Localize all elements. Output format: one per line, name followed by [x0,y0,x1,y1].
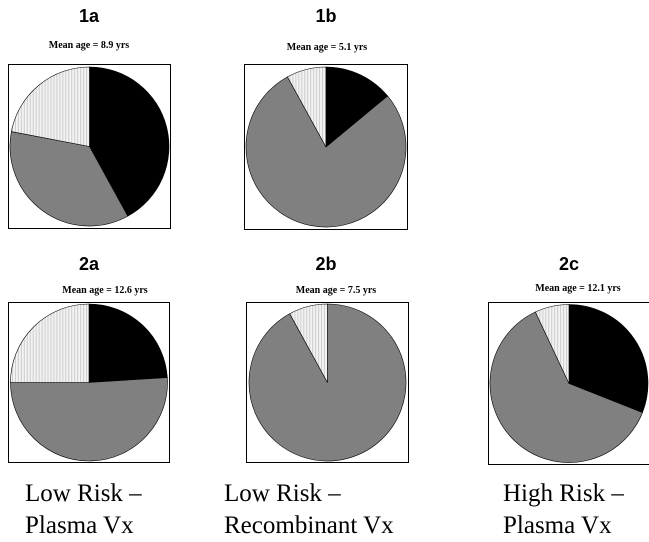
pie-slice-gray [245,76,407,228]
panel-2c-label: 2c [558,254,580,274]
group-label-line2: Recombinant Vx [224,512,394,539]
panel-2a-subtitle: Mean age = 12.6 yrs [62,285,148,296]
pie-slice-light [289,303,328,383]
pie-slice-gray [9,131,129,227]
pie-slice-black [88,303,168,383]
pie-2c-svg [489,304,649,463]
pie-slice-light [287,66,327,148]
group-label-line2: Plasma Vx [25,512,134,539]
pie-2a-svg [10,303,168,462]
panel-2c-subtitle: Mean age = 12.1 yrs [535,283,621,294]
group-label-line1: Low Risk – [224,480,341,507]
pie-1b-svg [245,66,407,228]
group-label-high-risk-plasma: High Risk – Plasma Vx [503,478,624,542]
pie-slice-gray [489,311,643,463]
group-label-low-risk-recombinant: Low Risk – Recombinant Vx [224,478,394,542]
pie-slice-light [10,303,90,383]
panel-1b-chart [244,64,408,230]
panel-1b-subtitle: Mean age = 5.1 yrs [286,42,368,53]
group-label-line1: High Risk – [503,480,624,507]
panel-1b-label: 1b [315,6,337,26]
panel-1a-chart [8,64,171,229]
group-label-low-risk-plasma: Low Risk – Plasma Vx [25,478,142,542]
panel-1a-label: 1a [78,6,100,26]
pie-slice-light [11,66,90,147]
pie-2b-svg [248,303,407,462]
pie-slice-black [325,66,389,148]
panel-2b-chart [246,302,409,463]
panel-2a-label: 2a [78,254,100,274]
panel-2a-chart [8,302,170,463]
pie-slice-black [568,304,649,413]
panel-1a-subtitle: Mean age = 8.9 yrs [48,40,130,51]
panel-2b-subtitle: Mean age = 7.5 yrs [295,285,377,296]
pie-1a-svg [9,66,170,227]
pie-slice-light [534,304,570,384]
panel-2c-chart [488,302,649,465]
group-label-line2: Plasma Vx [503,512,612,539]
pie-slice-gray [10,377,168,462]
panel-2b-label: 2b [315,254,337,274]
group-label-line1: Low Risk – [25,480,142,507]
pie-slice-black [89,66,170,217]
